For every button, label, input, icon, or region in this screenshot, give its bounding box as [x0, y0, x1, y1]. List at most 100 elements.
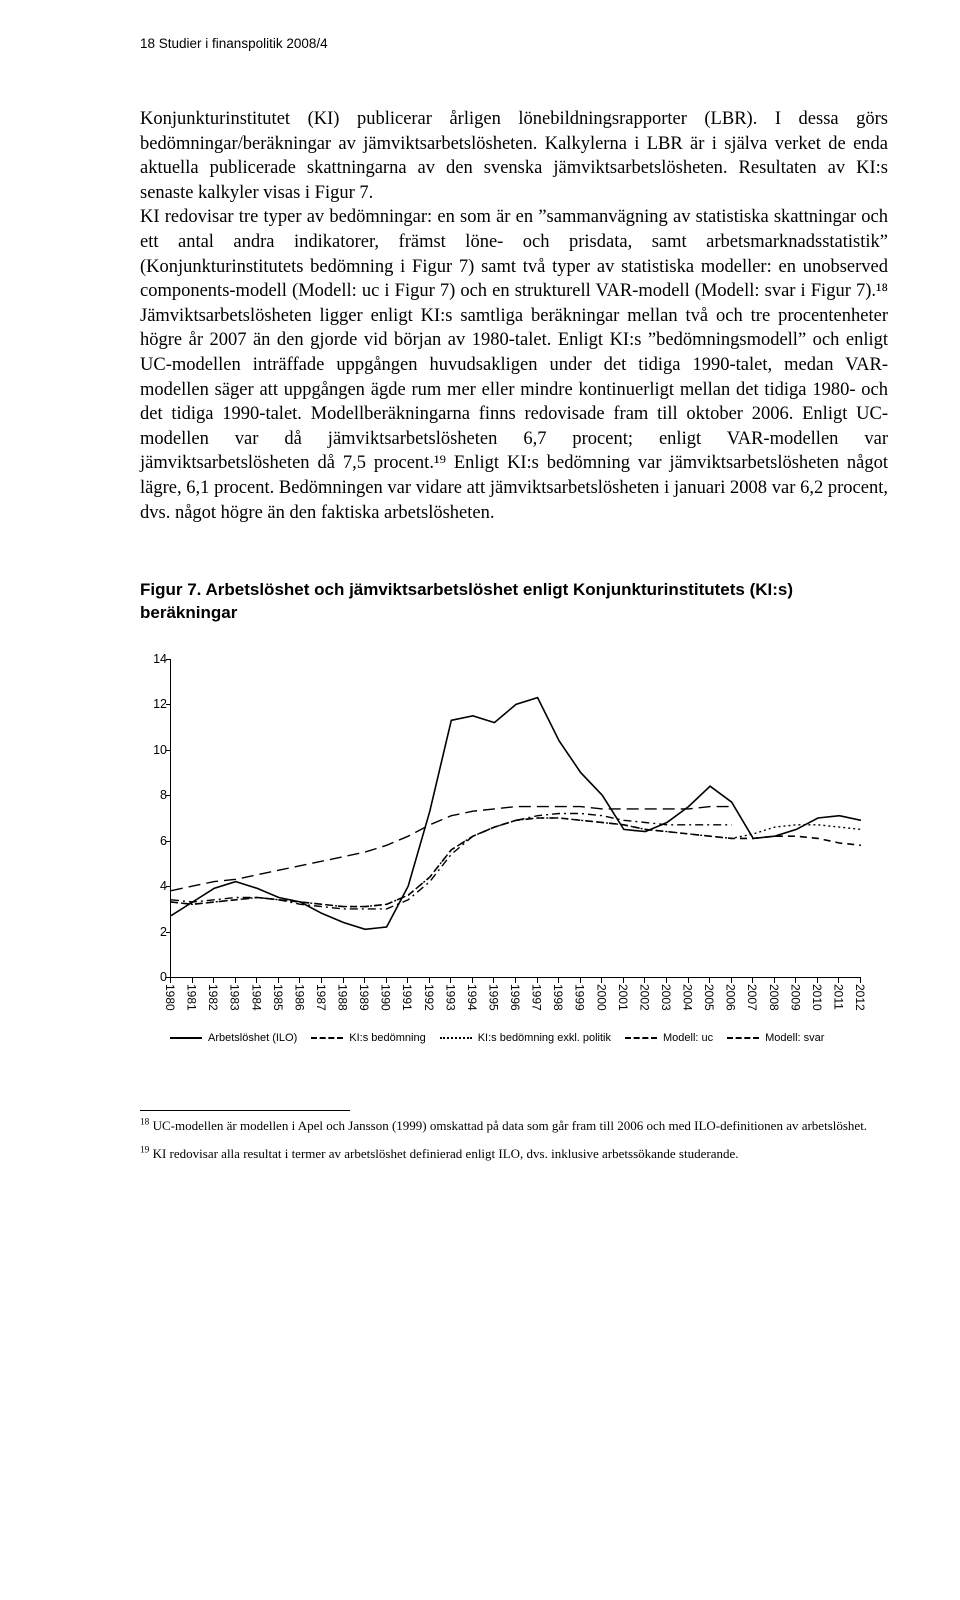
- series-bedomning: [171, 818, 861, 907]
- legend-label: Modell: uc: [663, 1032, 713, 1044]
- chart-xtick-label: 2009: [788, 984, 802, 1011]
- chart-xtick-label: 2011: [831, 984, 845, 1010]
- legend-swatch: [440, 1037, 472, 1039]
- chart-xtick-label: 1980: [163, 984, 177, 1011]
- chart-xtick-label: 1987: [314, 984, 328, 1011]
- chart-xtick-label: 2004: [681, 984, 695, 1011]
- chart-xtick-label: 2010: [810, 984, 824, 1011]
- chart-xtick-mark: [731, 978, 732, 983]
- chart-xtick-mark: [278, 978, 279, 983]
- chart-series-svg: [171, 659, 861, 977]
- chart-xtick-label: 2005: [702, 984, 716, 1011]
- footnote: 19 KI redovisar alla resultat i termer a…: [140, 1145, 888, 1163]
- legend-label: Arbetslöshet (ILO): [208, 1032, 297, 1044]
- chart-xtick-mark: [343, 978, 344, 983]
- chart-xtick-mark: [450, 978, 451, 983]
- chart-xtick-mark: [752, 978, 753, 983]
- chart-xtick-mark: [601, 978, 602, 983]
- chart-xtick-mark: [774, 978, 775, 983]
- chart-xtick-mark: [299, 978, 300, 983]
- chart-ytick-label: 12: [141, 697, 167, 711]
- legend-swatch: [311, 1037, 343, 1039]
- chart-xtick-mark: [407, 978, 408, 983]
- chart-xtick-label: 1983: [228, 984, 242, 1011]
- chart-xtick-mark: [170, 978, 171, 983]
- chart-xtick-mark: [644, 978, 645, 983]
- chart-xtick-label: 1988: [336, 984, 350, 1011]
- chart-legend: Arbetslöshet (ILO) KI:s bedömning KI:s bed…: [170, 1032, 860, 1044]
- chart-xtick-mark: [838, 978, 839, 983]
- chart-xtick-label: 1996: [508, 984, 522, 1011]
- chart-xtick-mark: [623, 978, 624, 983]
- chart-xtick-label: 1989: [357, 984, 371, 1011]
- series-ilo: [171, 698, 861, 930]
- chart-xtick-label: 1984: [249, 984, 263, 1011]
- chart-xtick-mark: [688, 978, 689, 983]
- legend-item-svar: Modell: svar: [727, 1032, 824, 1044]
- legend-item-ilo: Arbetslöshet (ILO): [170, 1032, 297, 1044]
- chart-ytick-label: 14: [141, 652, 167, 666]
- chart-xtick-mark: [817, 978, 818, 983]
- chart-xtick-mark: [580, 978, 581, 983]
- chart-xtick-mark: [429, 978, 430, 983]
- chart-ytick-label: 6: [141, 834, 167, 848]
- chart-xtick-mark: [515, 978, 516, 983]
- series-exkl: [171, 818, 861, 907]
- chart-xtick-mark: [537, 978, 538, 983]
- chart-plot-area: 02468101214: [170, 659, 861, 978]
- chart-xtick-label: 1998: [551, 984, 565, 1011]
- chart-xtick-mark: [795, 978, 796, 983]
- legend-label: KI:s bedömning exkl. politik: [478, 1032, 611, 1044]
- chart-xtick-mark: [364, 978, 365, 983]
- chart-xtick-mark: [472, 978, 473, 983]
- chart-ytick-label: 10: [141, 743, 167, 757]
- chart-xtick-mark: [192, 978, 193, 983]
- chart-xtick-mark: [235, 978, 236, 983]
- chart-xtick-label: 1981: [185, 984, 199, 1011]
- chart-xtick-label: 1992: [422, 984, 436, 1011]
- chart-xtick-label: 2000: [594, 984, 608, 1011]
- chart-xtick-label: 2006: [724, 984, 738, 1011]
- chart-xtick-mark: [493, 978, 494, 983]
- footnotes: 18 UC-modellen är modellen i Apel och Ja…: [140, 1117, 888, 1162]
- chart-xtick-mark: [709, 978, 710, 983]
- chart-xtick-mark: [256, 978, 257, 983]
- chart-ytick-label: 0: [141, 970, 167, 984]
- chart: 02468101214 1980 1981 1982 1983 1984 1985 1986…: [140, 659, 860, 1044]
- series-svar: [171, 807, 732, 891]
- chart-xtick-label: 2003: [659, 984, 673, 1011]
- chart-xtick-label: 2001: [616, 984, 630, 1011]
- legend-label: Modell: svar: [765, 1032, 824, 1044]
- legend-swatch: [170, 1037, 202, 1039]
- chart-xtick-label: 2012: [853, 984, 867, 1011]
- chart-xtick-label: 1994: [465, 984, 479, 1011]
- chart-xtick-label: 1990: [379, 984, 393, 1011]
- legend-swatch: [625, 1037, 657, 1039]
- chart-xtick-label: 1986: [292, 984, 306, 1011]
- chart-xtick-label: 1993: [443, 984, 457, 1011]
- footnote-rule: [140, 1110, 350, 1111]
- legend-item-uc: Modell: uc: [625, 1032, 713, 1044]
- chart-xtick-label: 2002: [637, 984, 651, 1011]
- chart-xtick-label: 1995: [486, 984, 500, 1011]
- chart-xtick-mark: [558, 978, 559, 983]
- chart-xtick-mark: [386, 978, 387, 983]
- series-uc: [171, 813, 732, 908]
- chart-xtick-label: 1991: [400, 984, 414, 1011]
- footnote: 18 UC-modellen är modellen i Apel och Ja…: [140, 1117, 888, 1135]
- figure-title: Figur 7. Arbetslöshet och jämviktsarbets…: [140, 579, 888, 625]
- chart-ytick-label: 8: [141, 788, 167, 802]
- chart-xtick-label: 2008: [767, 984, 781, 1011]
- chart-xtick-label: 1985: [271, 984, 285, 1011]
- chart-xtick-mark: [321, 978, 322, 983]
- legend-swatch: [727, 1037, 759, 1039]
- page-header: 18 Studier i finanspolitik 2008/4: [140, 36, 888, 51]
- chart-xtick-label: 2007: [745, 984, 759, 1011]
- chart-xtick-label: 1997: [530, 984, 544, 1011]
- legend-item-exkl: KI:s bedömning exkl. politik: [440, 1032, 611, 1044]
- chart-xaxis: 1980198119821983198419851986198719881989…: [170, 978, 860, 1016]
- chart-xtick-label: 1982: [206, 984, 220, 1011]
- legend-item-bedomning: KI:s bedömning: [311, 1032, 425, 1044]
- chart-ytick-label: 4: [141, 879, 167, 893]
- body-text: Konjunkturinstitutet (KI) publicerar årl…: [140, 107, 888, 525]
